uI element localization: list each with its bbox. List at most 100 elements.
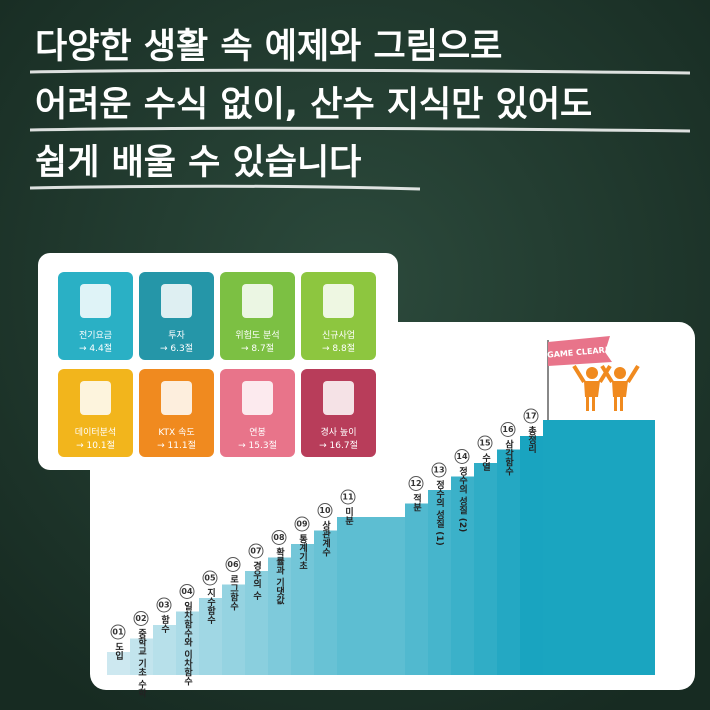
topic-icon [80,381,111,415]
step [199,598,222,675]
game-clear-flag: GAME CLEAR! [547,336,640,420]
step-number: 13 [433,466,444,475]
step-badge [408,476,424,491]
step-number: 04 [181,587,193,596]
topic-icon [323,381,354,415]
step-badge [523,408,539,424]
step-label: 총정리 [526,425,536,454]
step-label: 확률과 기댓값 [274,546,284,605]
step-badge [477,435,493,451]
step [337,517,405,675]
step [428,490,451,675]
step-label: 미분 [343,506,353,526]
topic-icon [161,284,192,318]
step-badge [248,543,264,559]
final-step [543,420,655,675]
step [497,449,520,675]
step-number: 12 [410,479,421,488]
step-number: 11 [342,493,354,502]
chalk-underline [29,126,691,133]
chalk-underline [29,184,421,191]
headline: 다양한 생활 속 예제와 그림으로 [35,27,502,67]
card-title: 전기요금 [79,330,112,341]
topic-icon [161,381,192,415]
step [268,557,291,675]
step-badge [317,503,333,518]
step-label: 경우의 수 [251,560,261,601]
step-number: 14 [456,452,468,461]
step [451,476,474,675]
headline: 쉽게 배울 수 있습니다 [35,143,361,183]
step-number: 15 [479,439,491,448]
step-number: 05 [204,574,216,583]
step-number: 07 [250,547,261,556]
step [245,571,268,675]
step [130,638,153,675]
step-number: 09 [296,520,308,529]
step-badge [133,611,149,626]
step [153,625,176,675]
step-badge [454,449,470,464]
card-title: 투자 [168,330,185,341]
step-label: 중학교 기초 수학 [136,628,146,698]
step [107,652,130,675]
card-sub: → 15.3절 [238,439,277,451]
card-sub: → 11.1절 [157,439,196,451]
step-number: 17 [525,412,536,421]
step-label: 정수의 성질 (1) [434,479,444,546]
step-label: 도입 [113,642,123,661]
card-sub: → 16.7절 [319,439,358,451]
topic-icon [80,284,111,318]
step-number: 16 [502,425,514,434]
card-title: 데이터분석 [75,427,116,438]
step [222,584,245,675]
card-title: KTX 속도 [158,427,194,438]
step [291,544,314,675]
step [314,530,337,675]
step-label: 통계기초 [297,534,307,570]
step-number: 06 [227,560,239,569]
step-label: 수열 [480,453,490,472]
card-title: 경사 높이 [321,426,357,438]
step-badge [294,516,310,532]
step-label: 적분 [411,492,421,512]
step-badge [179,584,195,599]
card-title: 위험도 분석 [235,330,279,341]
step-label: 함수 [159,614,169,634]
step-number: 02 [135,614,146,623]
step-badge [225,557,241,572]
step-label: 일차함수와 이차함수 [182,600,192,686]
step-label: 지수함수 [205,587,215,625]
step [405,503,428,675]
step [176,611,199,675]
step-number: 10 [319,506,331,515]
step-number: 03 [158,601,169,610]
card-sub: → 8.7절 [241,342,274,354]
step-badge [431,462,447,478]
headline: 어려운 수식 없이, 산수 지식만 있어도 [35,85,592,125]
topic-icon [323,284,354,318]
step-label: 정수의 성질 (2) [457,465,467,532]
chalk-underline [29,68,691,75]
card-sub: → 6.3절 [160,342,193,354]
step-badge [202,570,218,586]
step-badge [156,597,172,613]
step-number: 08 [273,533,285,542]
card-title: 신규사업 [322,330,355,341]
step-badge [500,422,516,437]
card-title: 연봉 [249,427,266,438]
step [474,463,497,675]
step-number: 01 [112,628,124,637]
step-label: 로그함수 [228,574,238,611]
card-sub: → 4.4절 [79,342,112,354]
step-badge [271,530,287,545]
card-sub: → 8.8절 [322,342,355,354]
step-label: 상관계수 [320,519,330,557]
step-badge [110,624,126,640]
card-sub: → 10.1절 [76,439,115,451]
topic-icon [242,381,273,415]
topic-icon [242,284,273,318]
step-label: 삼각함수 [503,438,513,476]
step [520,436,543,675]
